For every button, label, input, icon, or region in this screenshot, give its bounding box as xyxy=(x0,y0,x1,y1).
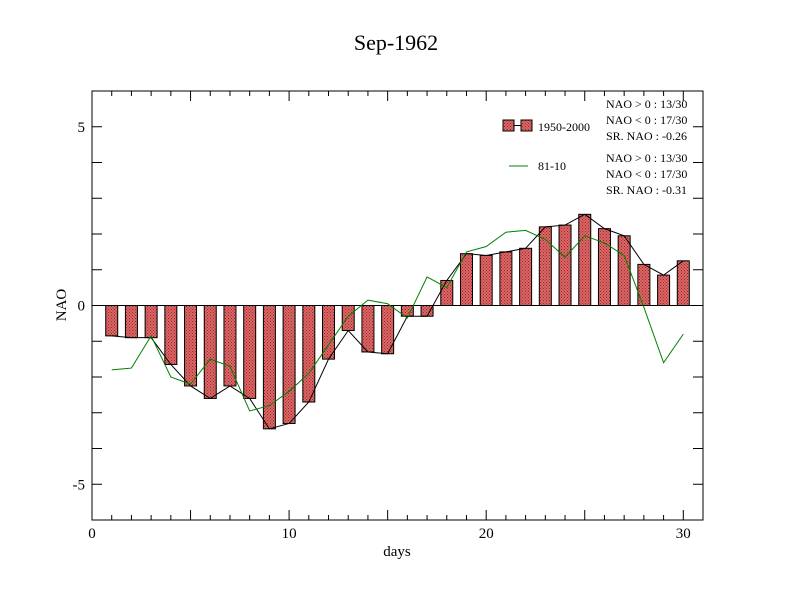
bar-day-3 xyxy=(144,305,158,339)
bar-day-2 xyxy=(124,305,138,339)
bar-day-9 xyxy=(262,305,276,430)
x-tick-label: 10 xyxy=(282,526,297,542)
bar-day-21 xyxy=(499,251,513,306)
bar-day-19 xyxy=(459,253,473,307)
line-81-10 xyxy=(111,229,684,412)
bar-day-13 xyxy=(341,305,355,332)
legend-label-81-10: 81-10 xyxy=(538,159,566,173)
x-axis-label: days xyxy=(383,544,411,560)
y-tick-label: 0 xyxy=(78,299,86,315)
bar-day-25 xyxy=(578,213,592,306)
bar-day-6 xyxy=(203,305,217,399)
x-tick-label: 30 xyxy=(676,526,691,542)
legend: 1950-2000 81-10 NAO > 0 : 13/30 NAO < 0 … xyxy=(502,97,687,197)
bar-day-8 xyxy=(243,305,257,399)
bar-day-5 xyxy=(184,305,198,387)
bar-day-10 xyxy=(282,305,296,424)
bar-day-7 xyxy=(223,305,237,387)
legend-swatch-bar-2 xyxy=(520,119,533,132)
stats-8110-sr: SR. NAO : -0.31 xyxy=(606,183,687,197)
y-tick-label: -5 xyxy=(73,477,86,493)
bar-day-23 xyxy=(538,226,552,307)
bar-day-29 xyxy=(657,274,671,306)
bar-top-line xyxy=(111,213,684,430)
bar-outline-line xyxy=(111,213,684,430)
stats-8110-negative: NAO < 0 : 17/30 xyxy=(606,167,687,181)
bar-day-11 xyxy=(302,305,316,403)
y-axis-label: NAO xyxy=(54,289,70,322)
bar-day-17 xyxy=(420,305,434,317)
bar-day-28 xyxy=(637,263,651,307)
bar-day-30 xyxy=(676,260,690,306)
bars-layer xyxy=(105,213,690,430)
bar-day-22 xyxy=(519,247,533,307)
stats-1950-positive: NAO > 0 : 13/30 xyxy=(606,97,687,111)
stats-8110-positive: NAO > 0 : 13/30 xyxy=(606,151,687,165)
bar-day-20 xyxy=(479,254,493,306)
x-tick-label: 0 xyxy=(88,526,96,542)
x-tick-label: 20 xyxy=(479,526,494,542)
bar-day-1 xyxy=(105,305,119,337)
stats-1950-negative: NAO < 0 : 17/30 xyxy=(606,113,687,127)
bar-day-26 xyxy=(597,228,611,306)
series-line-81-10 xyxy=(111,229,684,412)
legend-swatch-bar xyxy=(502,119,515,132)
stats-1950-sr: SR. NAO : -0.26 xyxy=(606,129,687,143)
axes: 0 10 20 30 -5 0 5 xyxy=(73,91,704,542)
bar-day-27 xyxy=(617,235,631,307)
bar-day-14 xyxy=(361,305,375,353)
bar-day-24 xyxy=(558,224,572,306)
bar-day-4 xyxy=(164,305,178,365)
chart-title: Sep-1962 xyxy=(354,30,438,55)
y-tick-label: 5 xyxy=(78,120,86,136)
legend-label-1950-2000: 1950-2000 xyxy=(538,120,590,134)
bar-day-18 xyxy=(440,279,454,307)
